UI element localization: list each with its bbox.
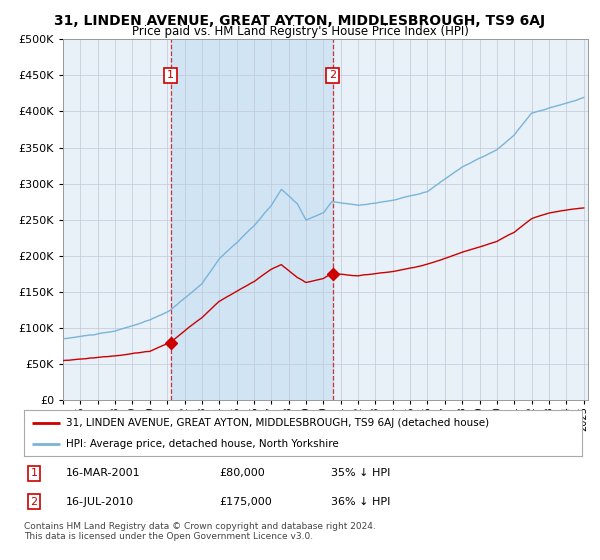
Text: 16-JUL-2010: 16-JUL-2010 — [66, 497, 134, 507]
Text: 35% ↓ HPI: 35% ↓ HPI — [331, 468, 390, 478]
Text: £80,000: £80,000 — [220, 468, 265, 478]
Text: 36% ↓ HPI: 36% ↓ HPI — [331, 497, 390, 507]
Text: 16-MAR-2001: 16-MAR-2001 — [66, 468, 140, 478]
Text: HPI: Average price, detached house, North Yorkshire: HPI: Average price, detached house, Nort… — [66, 439, 338, 449]
Text: Price paid vs. HM Land Registry's House Price Index (HPI): Price paid vs. HM Land Registry's House … — [131, 25, 469, 38]
Text: 2: 2 — [329, 71, 336, 80]
Text: 31, LINDEN AVENUE, GREAT AYTON, MIDDLESBROUGH, TS9 6AJ: 31, LINDEN AVENUE, GREAT AYTON, MIDDLESB… — [55, 14, 545, 28]
Bar — [170, 39, 332, 400]
Text: 1: 1 — [167, 71, 174, 80]
Text: Contains HM Land Registry data © Crown copyright and database right 2024.
This d: Contains HM Land Registry data © Crown c… — [24, 522, 376, 542]
Text: 31, LINDEN AVENUE, GREAT AYTON, MIDDLESBROUGH, TS9 6AJ (detached house): 31, LINDEN AVENUE, GREAT AYTON, MIDDLESB… — [66, 418, 489, 428]
Text: £175,000: £175,000 — [220, 497, 272, 507]
Text: 2: 2 — [31, 497, 38, 507]
Text: 1: 1 — [31, 468, 38, 478]
